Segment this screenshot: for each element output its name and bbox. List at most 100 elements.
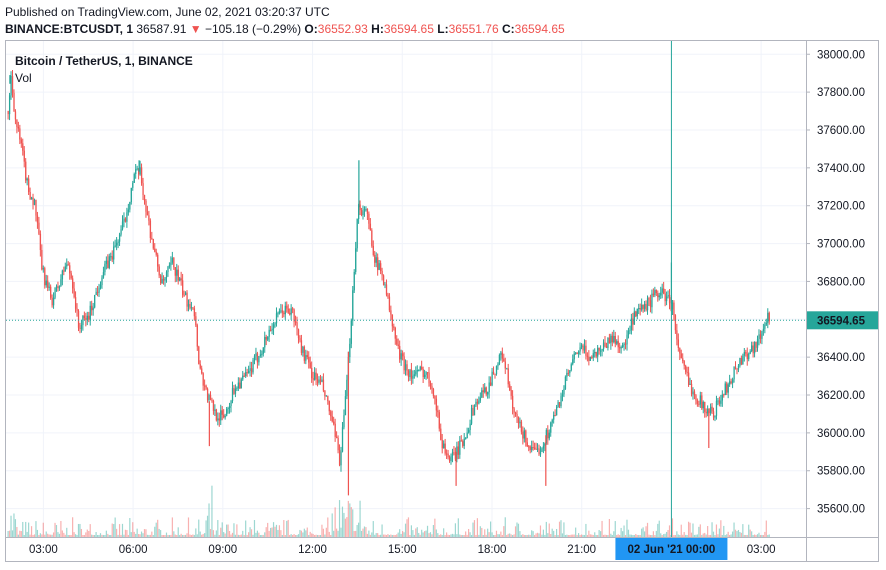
candle-body (570, 364, 572, 371)
volume-bar (737, 529, 740, 537)
candle-body (454, 453, 457, 460)
volume-bar (689, 522, 691, 537)
candle-body (72, 278, 74, 289)
candle-body (727, 384, 729, 393)
volume-bar (145, 529, 147, 537)
volume-bar (516, 522, 518, 537)
candle-body (91, 305, 93, 311)
candle-body (30, 197, 33, 200)
candle-body (312, 378, 314, 380)
volume-bar (693, 534, 696, 537)
volume-bar (252, 534, 254, 537)
candle-body (215, 409, 218, 421)
volume-bar (388, 534, 391, 537)
volume-bar (240, 534, 242, 537)
candle-body (767, 312, 769, 323)
volume-bar (621, 531, 624, 537)
candle-body (737, 365, 740, 370)
volume-bar (79, 523, 81, 537)
candle-body (557, 402, 559, 408)
volume-bar (558, 521, 561, 537)
candle-body (105, 260, 108, 264)
candle-body (249, 368, 251, 371)
volume-bar (598, 530, 600, 537)
volume-bar (636, 534, 638, 537)
chart-frame[interactable] (5, 40, 879, 562)
candle-body (252, 359, 254, 373)
candle-body (551, 419, 553, 423)
candle-body (554, 415, 556, 417)
volume-bar (16, 526, 18, 537)
candle-body (514, 412, 517, 415)
candle-body (58, 286, 61, 289)
candle-body (375, 257, 377, 263)
volume-bar (702, 533, 704, 537)
volume-bar (447, 534, 449, 537)
volume-bar (459, 534, 461, 537)
candle-body (378, 263, 380, 270)
volume-bar (356, 524, 358, 537)
candle-body (472, 407, 474, 416)
volume-bar (624, 535, 627, 537)
volume-bar (267, 522, 269, 537)
volume-bar (567, 534, 569, 537)
candle-body (498, 355, 501, 365)
candle-body (102, 272, 105, 278)
x-tick-label: 21:00 (567, 544, 596, 556)
volume-bar (14, 519, 17, 537)
volume-bar (457, 518, 459, 537)
candle-body (223, 414, 225, 418)
volume-bar (726, 534, 728, 537)
volume-bar (673, 535, 675, 537)
low-value: 36551.76 (448, 22, 499, 36)
volume-bar (576, 534, 578, 537)
volume-bar (108, 534, 110, 537)
volume-bar (193, 534, 195, 537)
volume-bar (444, 534, 446, 537)
volume-bar (202, 533, 204, 537)
volume-bar (733, 522, 735, 537)
candle-body (569, 370, 571, 374)
candle-body (410, 369, 413, 379)
volume-bar (415, 528, 417, 537)
volume-bar (215, 530, 217, 537)
volume-bar (45, 531, 47, 537)
candle-body (99, 285, 102, 288)
candle-body (292, 308, 294, 310)
volume-bar (63, 532, 65, 537)
candle-body (538, 448, 540, 455)
volume-bar (610, 533, 612, 537)
candle-body (403, 356, 405, 371)
candle-body (526, 442, 528, 447)
candle-body (764, 324, 766, 329)
candle-body (390, 310, 392, 315)
volume-bar (77, 523, 80, 537)
candle-body (611, 335, 614, 342)
candle-body (8, 95, 11, 115)
volume-bar (639, 534, 641, 537)
candle-body (139, 167, 141, 175)
y-tick-label: 37600.00 (817, 125, 865, 137)
candle-body (491, 371, 493, 386)
candle-body (478, 400, 480, 404)
volume-bar (491, 532, 493, 537)
candle-body (239, 382, 241, 389)
volume-bar (180, 533, 182, 537)
volume-bar (711, 522, 713, 537)
volume-bar (692, 523, 694, 537)
volume-bar (582, 534, 584, 537)
candle-body (582, 345, 584, 351)
volume-bar (245, 520, 247, 537)
volume-bar (409, 534, 411, 537)
volume-bar (344, 518, 347, 537)
candle-body (616, 341, 618, 344)
candle-body (358, 204, 360, 220)
last-price-label: 36594.65 (817, 315, 866, 327)
candle-body (677, 339, 680, 348)
volume-bar (602, 534, 605, 537)
candle-body (434, 396, 436, 399)
candle-body (624, 343, 627, 345)
candle-body (338, 450, 341, 466)
candle-body (205, 385, 207, 389)
